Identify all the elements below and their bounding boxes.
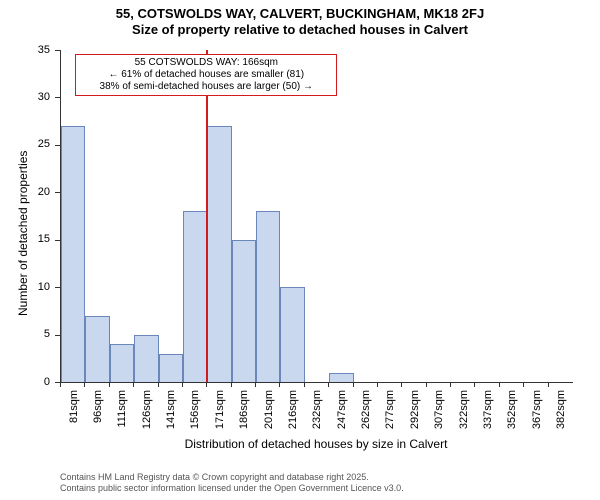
x-tick-label: 292sqm: [409, 390, 421, 440]
x-tick-mark: [304, 382, 305, 387]
title-line-2: Size of property relative to detached ho…: [0, 22, 600, 38]
histogram-bar: [256, 211, 280, 382]
y-tick-label: 35: [0, 44, 50, 56]
x-tick-mark: [353, 382, 354, 387]
x-tick-mark: [474, 382, 475, 387]
x-tick-mark: [109, 382, 110, 387]
attribution-line-1: Contains HM Land Registry data © Crown c…: [60, 472, 404, 483]
x-tick-mark: [450, 382, 451, 387]
histogram-bar: [134, 335, 158, 382]
x-tick-label: 352sqm: [506, 390, 518, 440]
histogram-bar: [61, 126, 85, 382]
histogram-bar: [329, 373, 353, 382]
x-tick-label: 337sqm: [482, 390, 494, 440]
attribution-block: Contains HM Land Registry data © Crown c…: [60, 472, 404, 494]
x-tick-label: 141sqm: [165, 390, 177, 440]
x-tick-label: 277sqm: [384, 390, 396, 440]
y-tick-label: 15: [0, 233, 50, 245]
y-tick-mark: [55, 145, 60, 146]
y-tick-label: 0: [0, 376, 50, 388]
x-tick-label: 247sqm: [336, 390, 348, 440]
x-tick-label: 96sqm: [92, 390, 104, 440]
x-tick-mark: [60, 382, 61, 387]
x-tick-label: 156sqm: [189, 390, 201, 440]
title-line-1: 55, COTSWOLDS WAY, CALVERT, BUCKINGHAM, …: [0, 6, 600, 22]
chart-container: 55, COTSWOLDS WAY, CALVERT, BUCKINGHAM, …: [0, 0, 600, 500]
y-tick-mark: [55, 97, 60, 98]
x-tick-mark: [182, 382, 183, 387]
histogram-bar: [159, 354, 183, 382]
histogram-bar: [85, 316, 109, 382]
histogram-bar: [110, 344, 134, 382]
x-tick-mark: [426, 382, 427, 387]
x-tick-mark: [523, 382, 524, 387]
x-tick-label: 126sqm: [141, 390, 153, 440]
x-tick-label: 81sqm: [68, 390, 80, 440]
x-tick-label: 232sqm: [311, 390, 323, 440]
histogram-bar: [183, 211, 207, 382]
x-tick-mark: [255, 382, 256, 387]
x-tick-label: 171sqm: [214, 390, 226, 440]
y-tick-mark: [55, 50, 60, 51]
annotation-box: 55 COTSWOLDS WAY: 166sqm ← 61% of detach…: [75, 54, 337, 96]
plot-area: [60, 50, 573, 383]
y-tick-mark: [55, 335, 60, 336]
histogram-bar: [207, 126, 231, 382]
x-tick-mark: [158, 382, 159, 387]
y-tick-label: 25: [0, 138, 50, 150]
histogram-bar: [232, 240, 256, 382]
x-tick-label: 111sqm: [116, 390, 128, 440]
marker-line: [206, 50, 208, 382]
y-tick-label: 5: [0, 328, 50, 340]
y-tick-label: 30: [0, 91, 50, 103]
y-tick-label: 10: [0, 281, 50, 293]
x-tick-mark: [279, 382, 280, 387]
annotation-line-3: 38% of semi-detached houses are larger (…: [82, 81, 330, 93]
x-tick-mark: [377, 382, 378, 387]
x-tick-mark: [84, 382, 85, 387]
x-tick-label: 216sqm: [287, 390, 299, 440]
y-tick-mark: [55, 287, 60, 288]
x-tick-mark: [499, 382, 500, 387]
x-tick-label: 382sqm: [555, 390, 567, 440]
x-tick-mark: [206, 382, 207, 387]
y-tick-label: 20: [0, 186, 50, 198]
x-tick-label: 186sqm: [238, 390, 250, 440]
x-tick-mark: [133, 382, 134, 387]
x-tick-mark: [401, 382, 402, 387]
annotation-line-1: 55 COTSWOLDS WAY: 166sqm: [82, 57, 330, 69]
title-block: 55, COTSWOLDS WAY, CALVERT, BUCKINGHAM, …: [0, 0, 600, 39]
x-tick-mark: [328, 382, 329, 387]
x-tick-label: 201sqm: [263, 390, 275, 440]
x-tick-mark: [548, 382, 549, 387]
y-tick-mark: [55, 240, 60, 241]
y-tick-mark: [55, 192, 60, 193]
x-tick-label: 367sqm: [531, 390, 543, 440]
annotation-line-2: ← 61% of detached houses are smaller (81…: [82, 69, 330, 81]
x-tick-label: 307sqm: [433, 390, 445, 440]
histogram-bar: [280, 287, 304, 382]
x-tick-label: 322sqm: [458, 390, 470, 440]
x-tick-label: 262sqm: [360, 390, 372, 440]
x-tick-mark: [231, 382, 232, 387]
attribution-line-2: Contains public sector information licen…: [60, 483, 404, 494]
